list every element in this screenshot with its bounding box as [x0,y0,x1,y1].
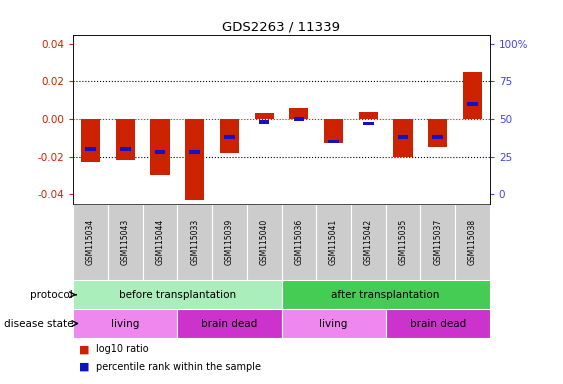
Text: GSM115039: GSM115039 [225,219,234,265]
Bar [177,204,212,280]
Text: GSM115037: GSM115037 [434,219,442,265]
Bar [421,204,455,280]
Text: GSM115036: GSM115036 [294,219,303,265]
Bar [224,135,235,139]
Bar [316,204,351,280]
Text: GSM115034: GSM115034 [86,219,95,265]
Bar [177,309,282,338]
Bar [73,280,282,309]
Bar [116,119,135,161]
Bar [185,119,204,200]
Text: ■: ■ [79,344,90,354]
Bar [212,204,247,280]
Bar [363,122,373,126]
Bar [386,204,421,280]
Bar [247,204,282,280]
Text: living: living [111,318,140,329]
Bar [190,150,200,154]
Bar [108,204,142,280]
Bar [73,204,108,280]
Bar [394,119,413,157]
Title: GDS2263 / 11339: GDS2263 / 11339 [222,20,341,33]
Bar [467,102,477,106]
Bar [455,204,490,280]
Text: log10 ratio: log10 ratio [96,344,148,354]
Bar [359,111,378,119]
Text: GSM115041: GSM115041 [329,219,338,265]
Text: disease state: disease state [4,318,73,329]
Bar [282,204,316,280]
Bar [81,119,100,162]
Bar [86,147,96,151]
Bar [463,72,482,119]
Bar [294,117,304,121]
Bar [328,140,339,144]
Bar [398,135,408,139]
Text: GSM115043: GSM115043 [121,219,129,265]
Text: GSM115040: GSM115040 [260,219,269,265]
Bar [282,280,490,309]
Bar [428,119,447,147]
Text: percentile rank within the sample: percentile rank within the sample [96,362,261,372]
Text: protocol: protocol [30,290,73,300]
Bar [150,119,169,175]
Bar [324,119,343,144]
Bar [282,309,386,338]
Text: GSM115038: GSM115038 [468,219,477,265]
Text: GSM115033: GSM115033 [190,219,199,265]
Bar [386,309,490,338]
Text: GSM115042: GSM115042 [364,219,373,265]
Text: after transplantation: after transplantation [332,290,440,300]
Bar [73,309,177,338]
Bar [155,150,165,154]
Bar [432,135,443,139]
Text: GSM115035: GSM115035 [399,219,408,265]
Text: ■: ■ [79,362,90,372]
Bar [289,108,309,119]
Bar [220,119,239,153]
Bar [259,120,269,124]
Text: GSM115044: GSM115044 [155,219,164,265]
Text: brain dead: brain dead [202,318,257,329]
Bar [120,147,131,151]
Text: living: living [319,318,348,329]
Text: before transplantation: before transplantation [119,290,236,300]
Bar [351,204,386,280]
Bar [254,113,274,119]
Bar [142,204,177,280]
Text: brain dead: brain dead [410,318,466,329]
